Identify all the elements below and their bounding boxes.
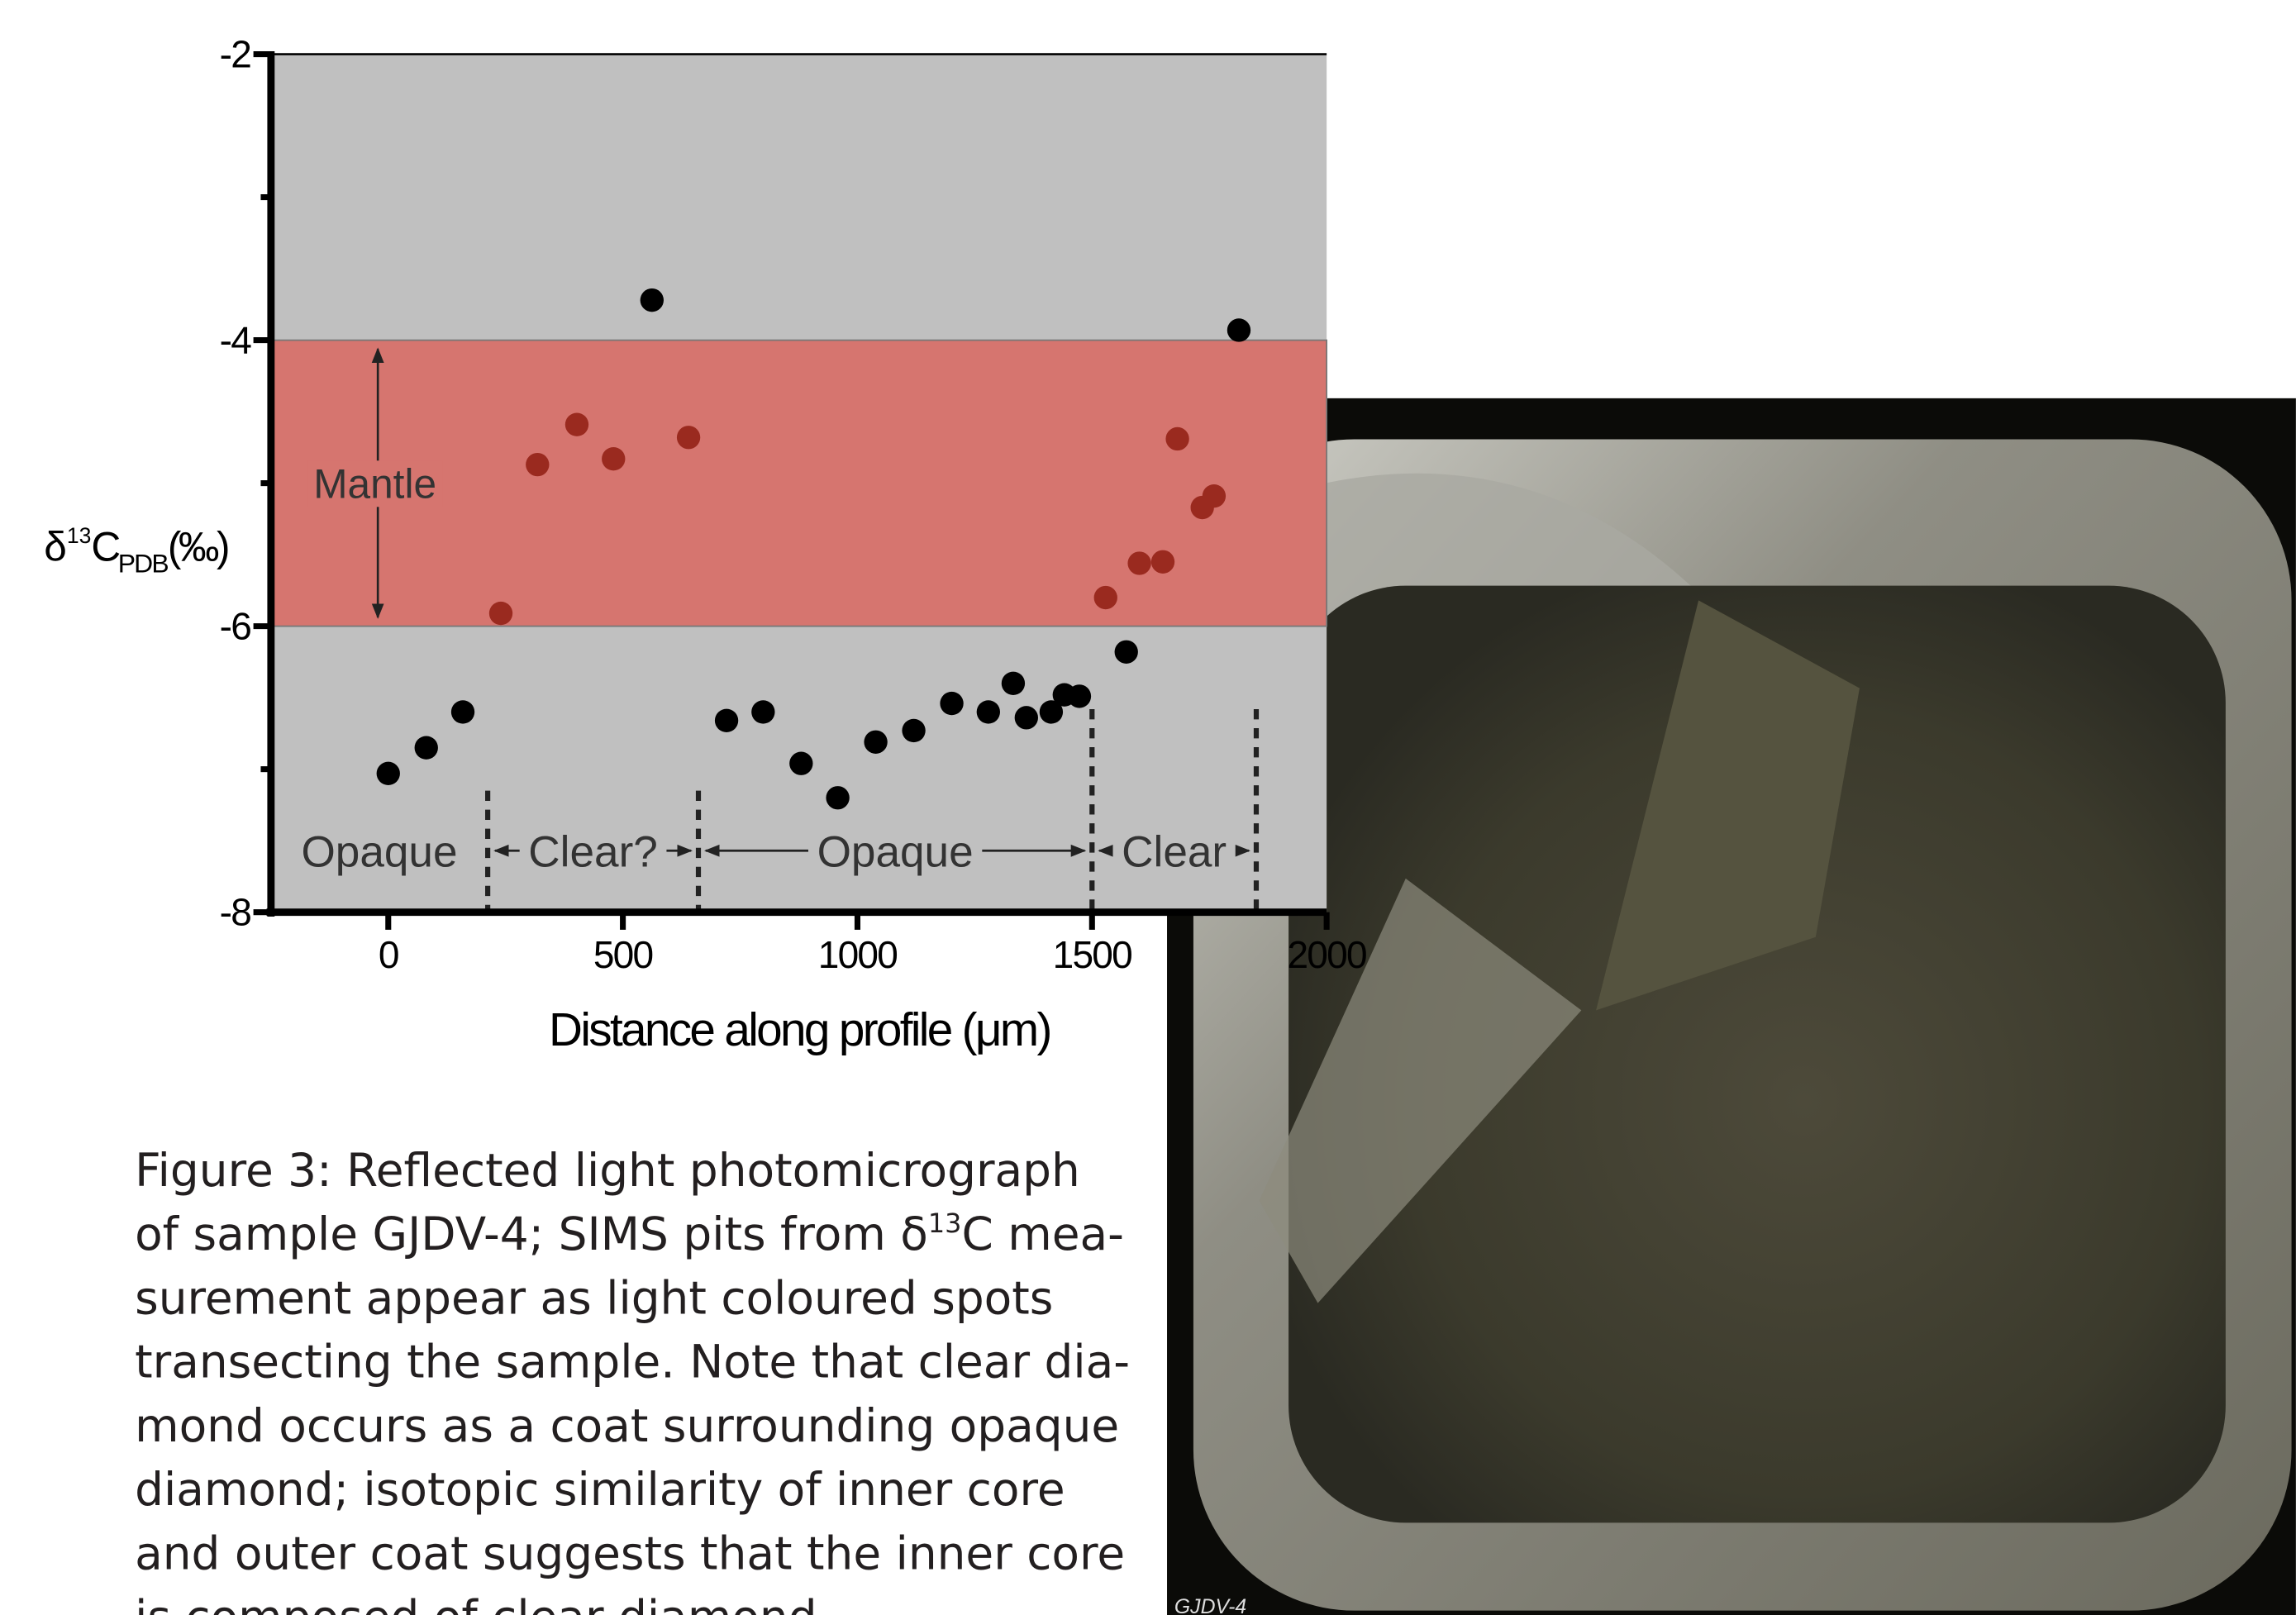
x-tick-label: 1000: [818, 933, 898, 976]
data-point: [940, 692, 963, 715]
y-label-part: 13: [67, 523, 92, 548]
data-point: [641, 288, 664, 312]
zone-label: Clear: [1122, 828, 1227, 877]
caption-text: is composed of clear diamond.: [135, 1591, 831, 1615]
caption-line: is composed of clear diamond.: [135, 1591, 831, 1615]
y-tick-label: -6: [220, 605, 251, 648]
caption-line: Figure 3: Reflected light photomicrograp…: [135, 1144, 1080, 1197]
page: GJDV-4 Mantle Opaque Clear? Opaque Clear -2 -4…: [0, 0, 2296, 1615]
caption-text: C mea-: [961, 1208, 1124, 1260]
data-point: [826, 786, 849, 809]
data-point: [751, 700, 774, 723]
caption-text: surement appear as light coloured spots: [135, 1271, 1053, 1324]
y-tick-label: -4: [220, 319, 252, 362]
data-point: [415, 736, 438, 760]
y-label-part: δ: [44, 523, 67, 569]
chart: Mantle Opaque Clear? Opaque Clear -2 -4 -6 -8 0 50…: [220, 32, 1366, 975]
zone-label: Clear?: [528, 828, 658, 877]
data-point: [1068, 684, 1091, 707]
y-label-part: C: [91, 523, 119, 569]
data-point: [1094, 586, 1117, 609]
y-axis-label: δ13CPDB(‰): [44, 523, 228, 578]
figure: GJDV-4 Mantle Opaque Clear? Opaque Clear -2 -4…: [0, 0, 2296, 1615]
zone-label: Opaque: [817, 828, 974, 877]
caption-text: and outer coat suggests that the inner c…: [135, 1527, 1125, 1579]
data-point: [677, 426, 700, 449]
data-point: [565, 412, 588, 436]
data-point: [1203, 484, 1226, 507]
caption-text: of sample GJDV-4; SIMS pits from δ: [135, 1208, 928, 1260]
y-label-part: PDB: [118, 549, 169, 579]
caption-text: transecting the sample. Note that clear …: [135, 1336, 1130, 1389]
photo: GJDV-4: [1167, 398, 2296, 1615]
data-point: [902, 719, 925, 742]
data-point: [1151, 550, 1174, 574]
caption-line: of sample GJDV-4; SIMS pits from δ13C me…: [135, 1208, 1124, 1260]
zone-label: Opaque: [301, 828, 457, 877]
data-point: [1115, 641, 1138, 664]
data-point: [1002, 672, 1025, 695]
data-point: [1165, 427, 1188, 450]
x-tick-label: 2000: [1287, 933, 1366, 976]
data-point: [526, 453, 549, 476]
caption-line: and outer coat suggests that the inner c…: [135, 1527, 1125, 1579]
y-tick-label: -2: [220, 32, 251, 75]
data-point: [1015, 706, 1038, 729]
caption-line: mond occurs as a coat surrounding opaque: [135, 1399, 1119, 1452]
caption-line: diamond; isotopic similarity of inner co…: [135, 1463, 1065, 1516]
data-point: [377, 762, 400, 785]
x-tick-label: 500: [593, 933, 653, 976]
y-label-part: (‰): [168, 523, 228, 569]
caption-text: 13: [928, 1208, 962, 1239]
caption: Figure 3: Reflected light photomicrograp…: [135, 1144, 1130, 1615]
data-point: [1227, 318, 1250, 341]
band-label: Mantle: [313, 460, 436, 507]
data-point: [977, 700, 1000, 723]
caption-text: mond occurs as a coat surrounding opaque: [135, 1399, 1119, 1452]
data-point: [489, 602, 512, 625]
x-axis-label: Distance along profile (μm): [549, 1004, 1050, 1056]
data-point: [864, 731, 887, 754]
data-point: [789, 752, 812, 775]
data-point: [602, 447, 625, 470]
data-point: [1127, 551, 1150, 574]
caption-text: Figure 3: Reflected light photomicrograp…: [135, 1144, 1080, 1197]
data-point: [715, 709, 738, 732]
photo-label: GJDV-4: [1174, 1596, 1246, 1615]
y-tick-label: -8: [220, 891, 251, 934]
x-tick-label: 1500: [1053, 933, 1132, 976]
caption-line: transecting the sample. Note that clear …: [135, 1336, 1130, 1389]
data-point: [451, 700, 474, 723]
caption-line: surement appear as light coloured spots: [135, 1271, 1053, 1324]
caption-text: diamond; isotopic similarity of inner co…: [135, 1463, 1065, 1516]
x-tick-label: 0: [379, 933, 398, 976]
